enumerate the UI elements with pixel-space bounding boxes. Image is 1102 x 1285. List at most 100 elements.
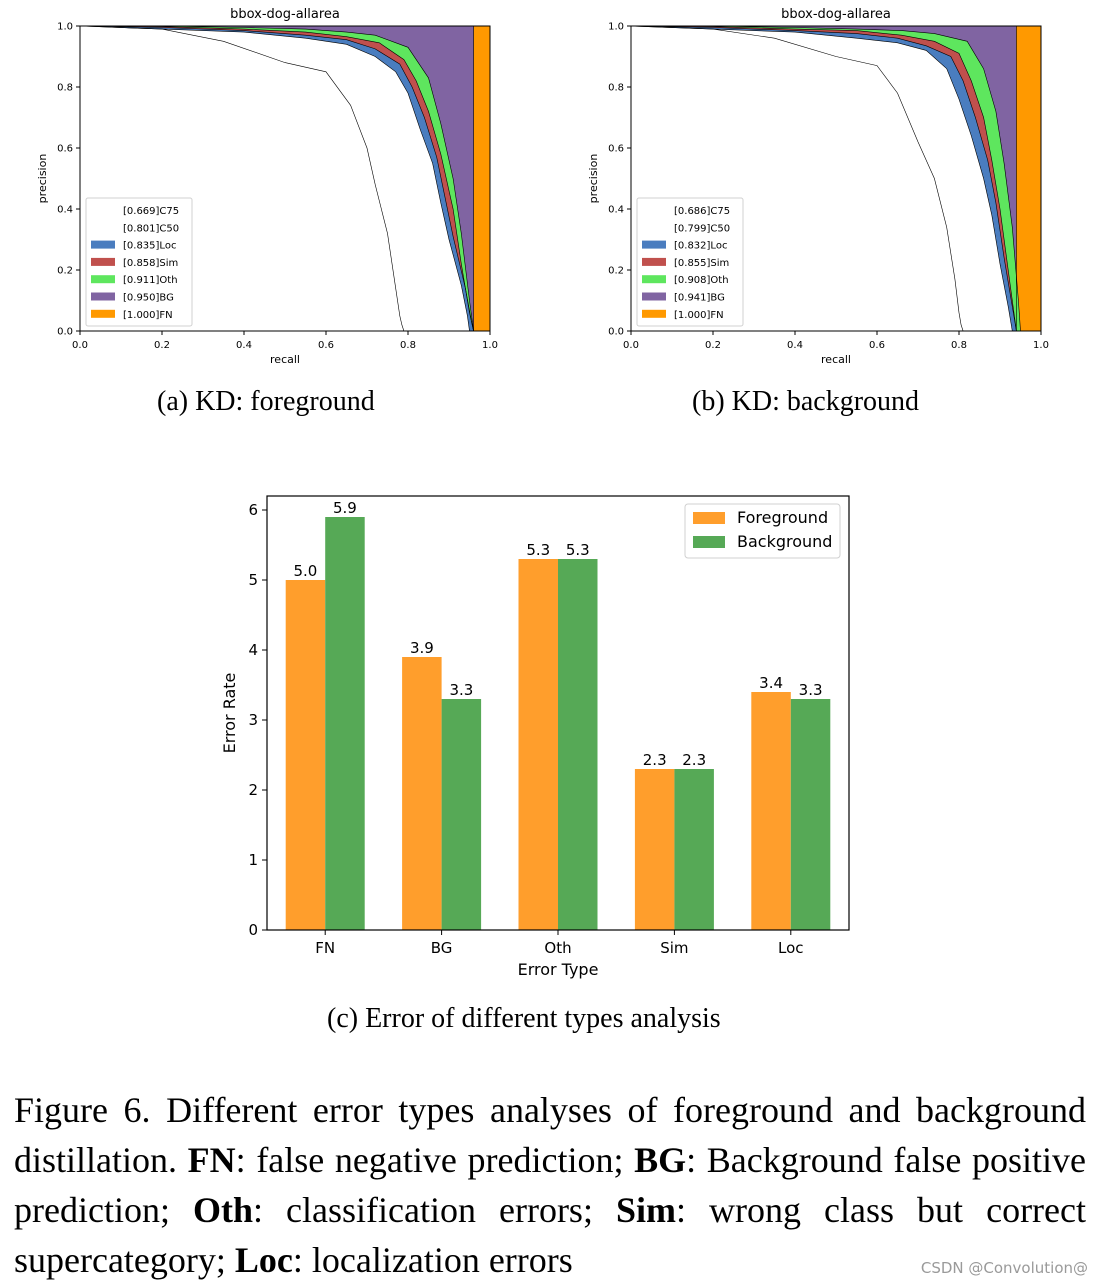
x-axis-label: Error Type xyxy=(518,960,599,979)
caption-prefix: Figure 6. xyxy=(14,1090,151,1130)
caption-def: : wrong class but correct supercategory; xyxy=(14,1190,1086,1280)
legend-label: [0.941]BG xyxy=(674,293,725,304)
legend-swatch-fn xyxy=(642,309,666,318)
x-tick-label: 0.2 xyxy=(154,340,170,351)
legend-swatch-c75 xyxy=(642,206,666,214)
bar-value-label: 3.9 xyxy=(410,639,434,657)
bar-value-label: 5.9 xyxy=(333,499,357,517)
x-tick-label: 0.4 xyxy=(787,340,803,351)
line-c50 xyxy=(79,25,470,332)
legend-label: [0.669]C75 xyxy=(123,206,179,217)
subcaption-b: (b) KD: background xyxy=(692,386,920,417)
x-tick-label: 0.2 xyxy=(705,340,721,351)
caption-def: : localization errors xyxy=(292,1240,573,1280)
x-tick-label: Oth xyxy=(544,939,571,957)
legend-label: [0.801]C50 xyxy=(123,223,179,234)
legend-label: [0.835]Loc xyxy=(123,241,176,252)
y-axis-label: precision xyxy=(587,154,600,204)
caption-def: : false negative prediction; xyxy=(235,1140,624,1180)
legend-swatch-oth xyxy=(91,275,115,284)
line-loc xyxy=(630,25,1017,332)
line-loc xyxy=(79,25,474,332)
legend-label: [0.855]Sim xyxy=(674,258,729,269)
plot-frame xyxy=(79,25,491,332)
caption-def: : classification errors; xyxy=(253,1190,593,1230)
caption-term: FN xyxy=(187,1140,236,1180)
legend-swatch-c50 xyxy=(91,223,115,232)
bar-foreground-bg xyxy=(402,657,442,930)
x-tick-label: 1.0 xyxy=(1033,340,1049,351)
bar-value-label: 2.3 xyxy=(682,751,706,769)
x-tick-label: 0.0 xyxy=(72,340,88,351)
watermark: CSDN @Convolution@ xyxy=(920,1259,1088,1277)
y-tick-label: 0.8 xyxy=(57,83,73,94)
y-tick-label: 0.8 xyxy=(608,83,624,94)
y-tick-label: 0.4 xyxy=(57,205,73,216)
y-axis-label: Error Rate xyxy=(220,673,239,754)
legend-swatch-c50 xyxy=(642,223,666,232)
bar-value-label: 3.3 xyxy=(799,681,823,699)
y-tick-label: 0 xyxy=(248,921,258,939)
line-sim xyxy=(630,25,1017,332)
legend-swatch-sim xyxy=(642,257,666,266)
legend-swatch-bg xyxy=(91,292,115,301)
legend-label: [0.858]Sim xyxy=(123,258,178,269)
bar-background-sim xyxy=(674,769,714,930)
plot-frame xyxy=(266,495,850,931)
legend-label: [0.686]C75 xyxy=(674,206,730,217)
y-tick-label: 0.6 xyxy=(608,144,624,155)
chart-title: bbox-dog-allarea xyxy=(781,7,891,22)
caption-term: BG xyxy=(634,1140,687,1180)
y-tick-label: 2 xyxy=(248,781,258,799)
bar-value-label: 5.3 xyxy=(526,541,550,559)
legend-swatch-background xyxy=(693,536,725,548)
x-tick-label: 0.6 xyxy=(318,340,334,351)
x-tick-label: 0.0 xyxy=(623,340,639,351)
line-sim xyxy=(79,25,474,332)
caption-term: Oth xyxy=(192,1190,253,1230)
legend-swatch-c75 xyxy=(91,206,115,214)
legend-swatch-loc xyxy=(91,240,115,249)
y-tick-label: 0.0 xyxy=(608,327,624,338)
bar-value-label: 3.3 xyxy=(449,681,473,699)
x-tick-label: Loc xyxy=(778,939,804,957)
bar-foreground-oth xyxy=(518,559,558,930)
legend-label: [0.799]C50 xyxy=(674,223,730,234)
bar-value-label: 3.4 xyxy=(759,674,783,692)
y-tick-label: 0.2 xyxy=(608,266,624,277)
x-axis-label: recall xyxy=(821,353,851,366)
line-oth xyxy=(80,25,474,332)
x-tick-label: 0.8 xyxy=(400,340,416,351)
legend-label: Foreground xyxy=(737,508,828,527)
y-tick-label: 1 xyxy=(248,851,258,869)
x-tick-label: 0.6 xyxy=(869,340,885,351)
bar-background-oth xyxy=(558,559,598,930)
bar-value-label: 2.3 xyxy=(643,751,667,769)
y-axis-label: precision xyxy=(36,154,49,204)
legend-label: [0.950]BG xyxy=(123,293,174,304)
line-c75 xyxy=(630,25,964,332)
line-c50 xyxy=(630,25,1013,332)
error-bar-chart: 5.0 5.9 FN 3.9 3.3 BG 5.3 5.3 Oth 2.3 2.3 Sim 3.4 3.3… xyxy=(220,495,850,979)
y-tick-label: 1.0 xyxy=(57,22,73,33)
bar-foreground-fn xyxy=(285,580,326,930)
bar-foreground-loc xyxy=(751,692,791,930)
legend-label: [1.000]FN xyxy=(674,310,724,321)
bar-background-fn xyxy=(325,517,365,930)
figure-caption: Figure 6. Different error types analyses… xyxy=(14,1085,1086,1285)
caption-term: Loc xyxy=(234,1240,293,1280)
legend-swatch-fn xyxy=(91,309,115,318)
legend-label: Background xyxy=(737,532,832,551)
legend-label: [0.911]Oth xyxy=(123,275,178,286)
bar-background-loc xyxy=(790,699,831,930)
x-tick-label: 0.8 xyxy=(951,340,967,351)
x-tick-label: BG xyxy=(431,939,453,957)
y-tick-label: 6 xyxy=(248,501,258,519)
y-tick-label: 1.0 xyxy=(608,22,624,33)
line-c75 xyxy=(79,25,405,332)
pr-chart-foreground: bbox-dog-allarea 0.0 0.2 0.4 0.6 0.8 1.0 0.0 0.2… xyxy=(36,7,498,366)
bar-foreground-sim xyxy=(634,769,675,930)
y-tick-label: 3 xyxy=(248,711,258,729)
bar-value-label: 5.3 xyxy=(566,541,590,559)
chart-title: bbox-dog-allarea xyxy=(230,7,340,22)
